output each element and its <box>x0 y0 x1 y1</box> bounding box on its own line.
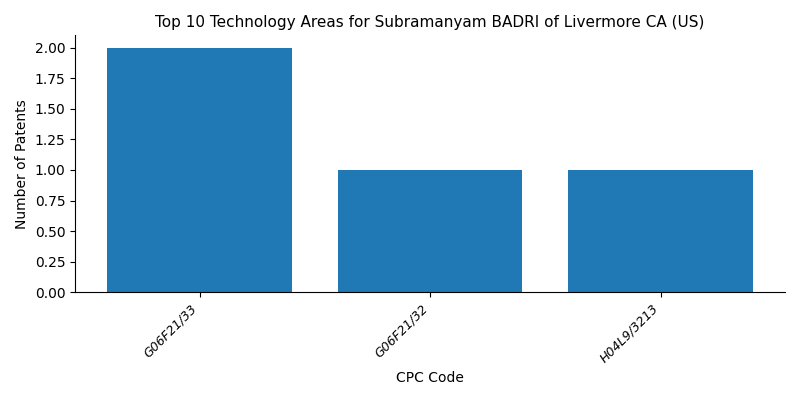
X-axis label: CPC Code: CPC Code <box>396 371 464 385</box>
Title: Top 10 Technology Areas for Subramanyam BADRI of Livermore CA (US): Top 10 Technology Areas for Subramanyam … <box>155 15 705 30</box>
Bar <box>338 170 522 292</box>
Bar <box>568 170 753 292</box>
Bar <box>107 48 292 292</box>
Y-axis label: Number of Patents: Number of Patents <box>15 99 29 229</box>
